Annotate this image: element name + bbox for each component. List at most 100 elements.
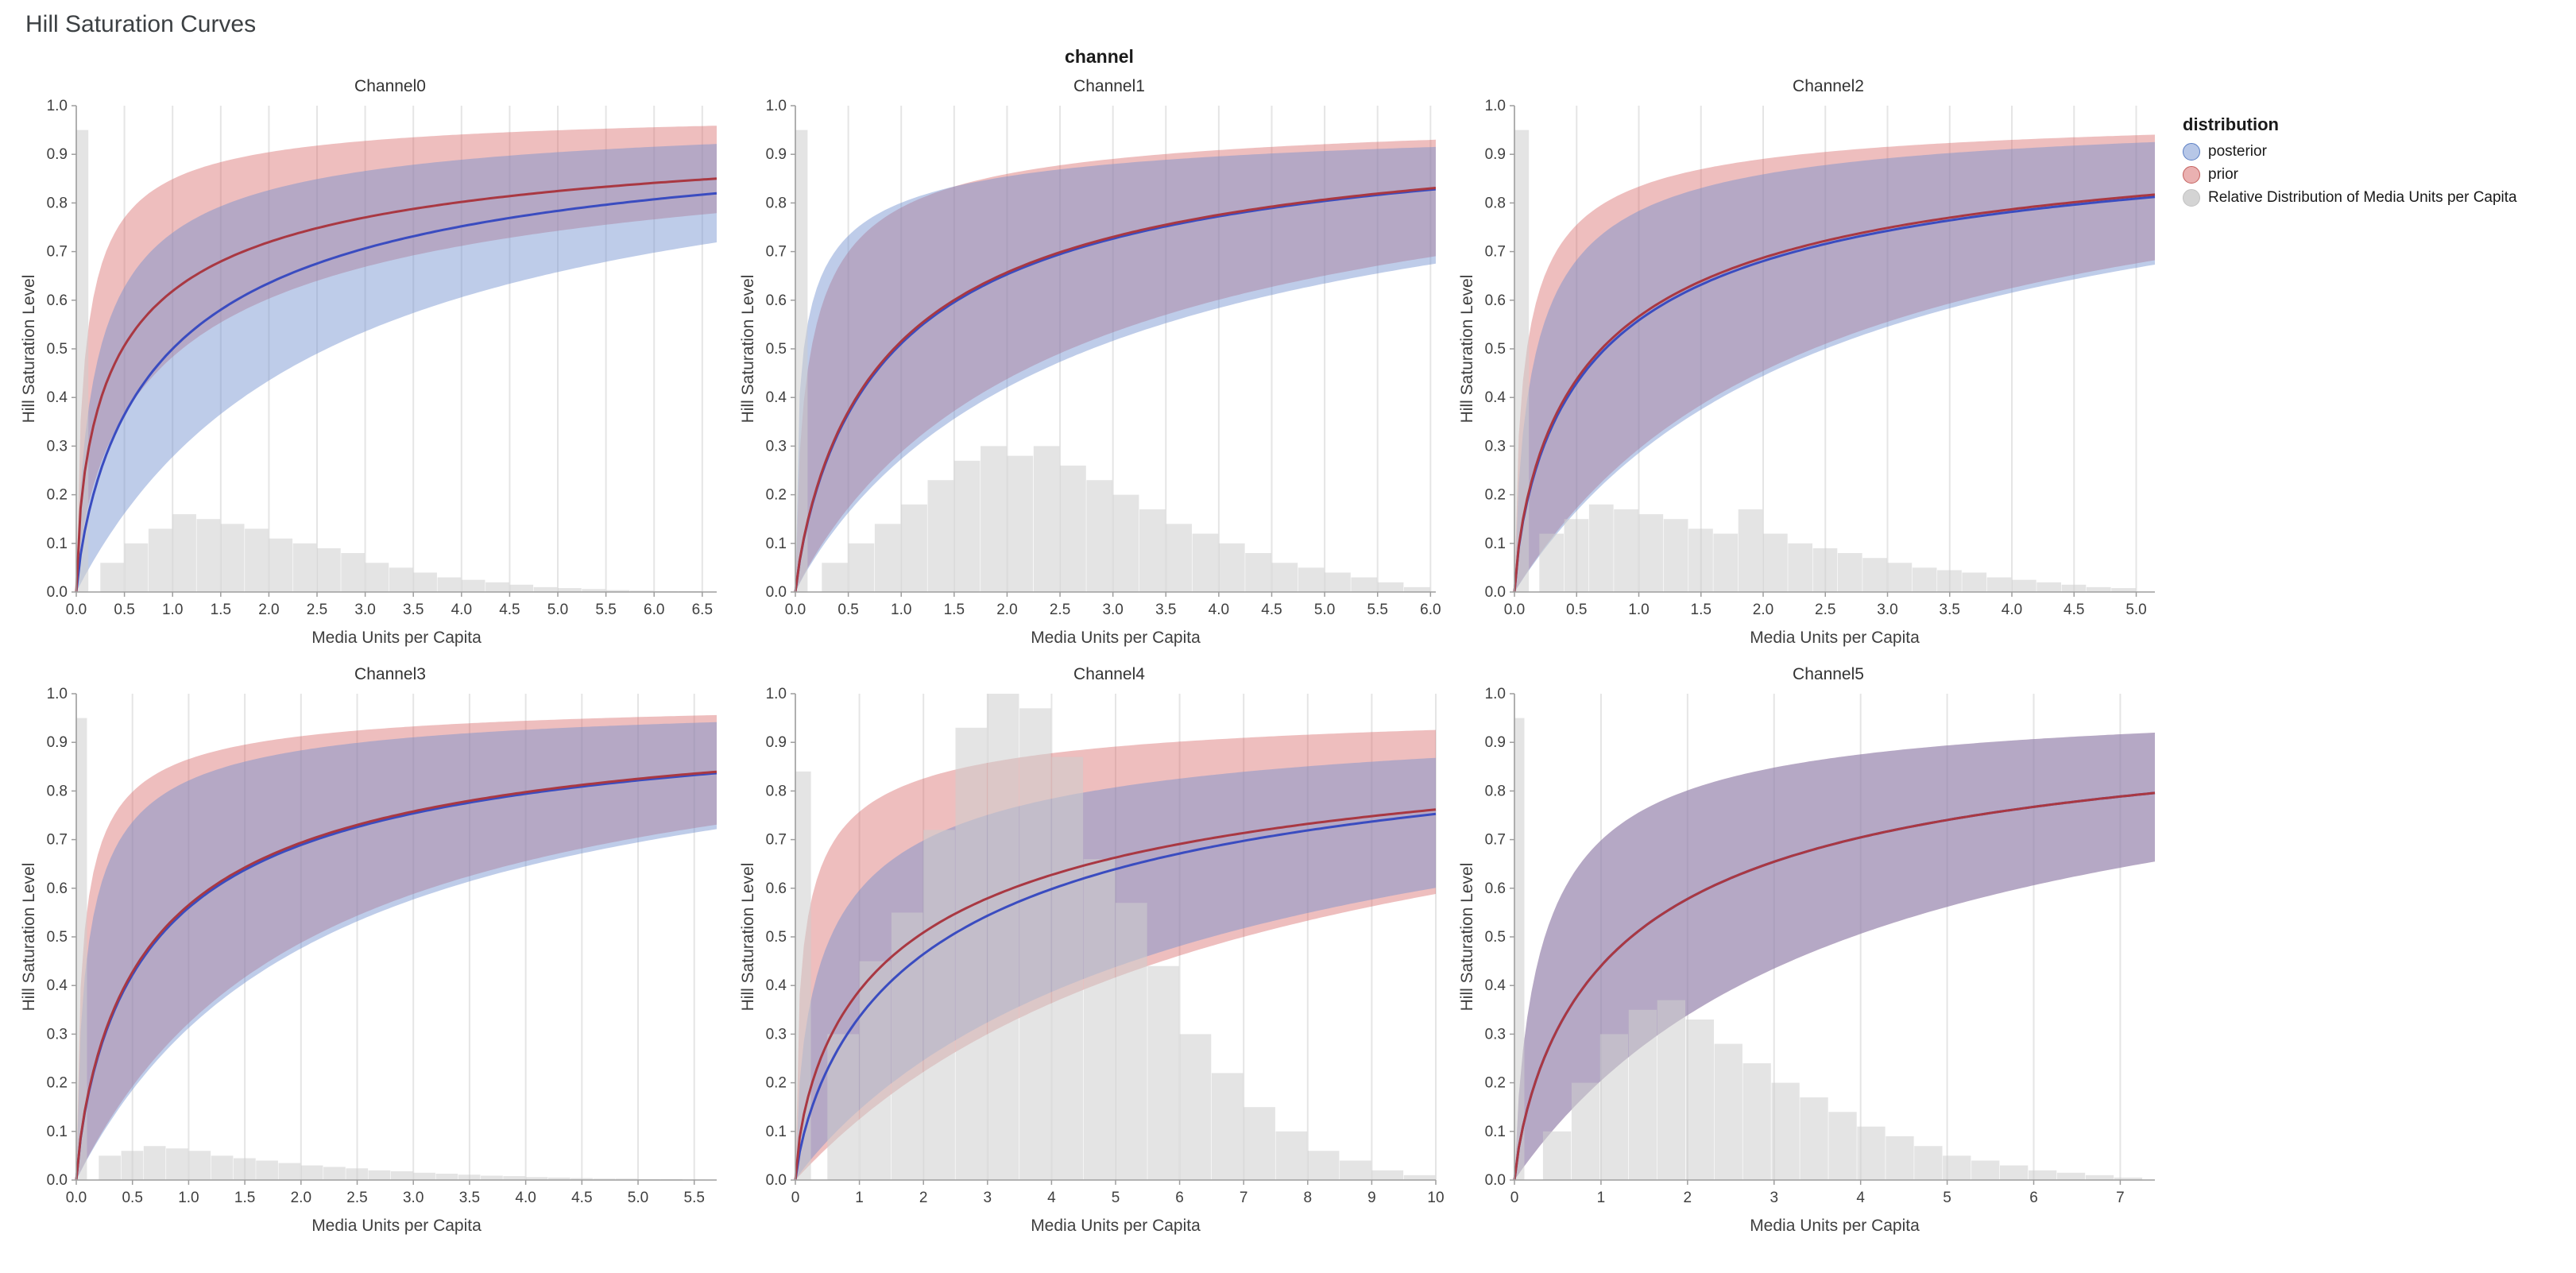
plot-channel1: 0.0 0.5 1.0 1.5 2.0 2.5 3.0 3.5 4.0 4.5 5.0 5.5 6.0 M… [740,98,1441,647]
histogram-bar [1307,1151,1340,1180]
histogram-bar [593,1178,616,1180]
media-units-histogram [795,694,1436,1180]
histogram-bar [1887,563,1913,592]
histogram-bar [278,1163,301,1180]
y-tick-label: 0.2 [47,487,68,504]
posterior-mean-line [794,812,1437,1181]
y-tick-label: 0.6 [47,292,68,309]
histogram-bar [413,572,437,592]
y-axis-title: Hill Saturation Level [740,275,757,424]
x-axis: 0 1 2 3 4 5 6 7 8 9 10 Media Units per Capita [791,1180,1445,1235]
legend-label: Relative Distribution of Media Units per… [2208,189,2517,206]
histogram-bar [1588,504,1614,592]
histogram-bar [100,563,124,592]
x-axis-title: Media Units per Capita [311,629,482,647]
posterior-band [76,722,717,1180]
histogram-bar [1514,718,1525,1180]
legend-label: prior [2208,166,2239,183]
y-tick-label: 0.0 [47,1172,68,1189]
prior-band [76,714,717,1180]
prior-mean-line [794,808,1437,1181]
prior-band [76,126,717,592]
facet-channel3: Channel3 0.0 0.5 1.0 1.5 2.0 2.5 3.0 3.5 4.0 4.5 5.… [21,665,740,1242]
y-tick-label: 1.0 [1485,686,1506,702]
y-tick-label: 0.7 [766,244,787,261]
x-tick-label: 6.5 [692,602,713,618]
x-tick-label: 0.5 [122,1190,142,1206]
histogram-bar [1914,1146,1943,1180]
y-tick-label: 0.2 [47,1075,68,1092]
histogram-bar [1971,1160,2000,1180]
facet-title: Channel4 [1073,665,1145,683]
x-tick-label: 4.0 [451,602,472,618]
gridlines [1514,106,2137,592]
x-tick-label: 4.0 [2002,602,2022,618]
y-tick-label: 0.5 [1485,341,1506,358]
posterior-band [1514,733,2155,1180]
posterior-mean-line [75,192,717,593]
histogram-bar [461,579,485,592]
x-tick-label: 2.5 [346,1190,367,1206]
histogram-bar [1837,553,1862,592]
histogram-bar [582,589,605,592]
y-tick-label: 1.0 [1485,98,1506,114]
x-tick-label: 1.5 [234,1190,255,1206]
legend-item-posterior: posterior [2183,143,2572,161]
legend-label: posterior [2208,143,2267,160]
histogram-bar [822,563,848,592]
x-tick-label: 6.0 [644,602,664,618]
y-tick-label: 0.2 [1485,487,1506,504]
histogram-bar [413,1172,435,1180]
x-tick-label: 2.5 [1815,602,1835,618]
histogram-bar [1539,533,1564,592]
x-tick-label: 4 [1047,1190,1056,1206]
y-axis: 0.0 0.1 0.2 0.3 0.4 0.5 0.6 0.7 0.8 0.9 1.0 Hill Sa… [1459,686,1514,1189]
histogram-bar [269,538,293,592]
histogram-bar [365,563,389,592]
y-axis: 0.0 0.1 0.2 0.3 0.4 0.5 0.6 0.7 0.8 0.9 1.0 Hill Sa… [21,686,76,1189]
legend-items: posterior prior Relative Distribution of M… [2183,143,2572,207]
x-axis-title: Media Units per Capita [311,1217,482,1235]
y-tick-label: 0.8 [47,783,68,799]
histogram-bar [901,504,927,592]
y-tick-label: 0.4 [47,389,68,406]
histogram-bar [76,718,87,1180]
histogram-bar [1275,1131,1308,1180]
y-tick-label: 1.0 [766,686,787,702]
y-tick-label: 0.9 [47,734,68,751]
x-tick-label: 6 [1175,1190,1184,1206]
x-tick-label: 5.5 [595,602,616,618]
histogram-bar [172,514,196,592]
histogram-bar [2012,579,2036,592]
y-tick-label: 0.3 [766,1026,787,1043]
y-tick-label: 0.5 [766,929,787,946]
plot-channel4: 0 1 2 3 4 5 6 7 8 9 10 Media Units per Capita 0.0 0.1… [740,686,1445,1235]
histogram-bar [196,519,221,592]
histogram-bar [166,1148,188,1180]
histogram-bar [955,727,988,1180]
histogram-bar [1245,553,1271,592]
x-tick-label: 2 [1684,1190,1692,1206]
histogram-bar [1147,965,1179,1180]
histogram-bar [859,961,892,1180]
y-tick-label: 0.8 [47,195,68,211]
histogram-bar [1179,1034,1212,1180]
x-tick-label: 2.5 [307,602,327,618]
x-tick-label: 4.0 [1209,602,1229,618]
y-tick-label: 0.6 [47,880,68,897]
x-tick-label: 3 [984,1190,992,1206]
y-tick-label: 0.3 [1485,1026,1506,1043]
histogram-bar [571,1178,593,1180]
x-tick-label: 4.5 [1261,602,1282,618]
posterior-band [76,144,717,593]
histogram-bar [1962,572,1987,592]
histogram-bar [558,588,582,592]
histogram-bar [1139,509,1166,592]
histogram-bar [927,480,954,592]
x-tick-label: 1.0 [178,1190,199,1206]
facet-title: Channel3 [354,665,426,683]
x-tick-label: 1.5 [944,602,965,618]
plot-channel0: 0.0 0.5 1.0 1.5 2.0 2.5 3.0 3.5 4.0 4.5 5.0 5.5 6.0 6… [21,98,717,647]
histogram-bar [1086,480,1113,592]
histogram-bar [2056,1172,2086,1180]
